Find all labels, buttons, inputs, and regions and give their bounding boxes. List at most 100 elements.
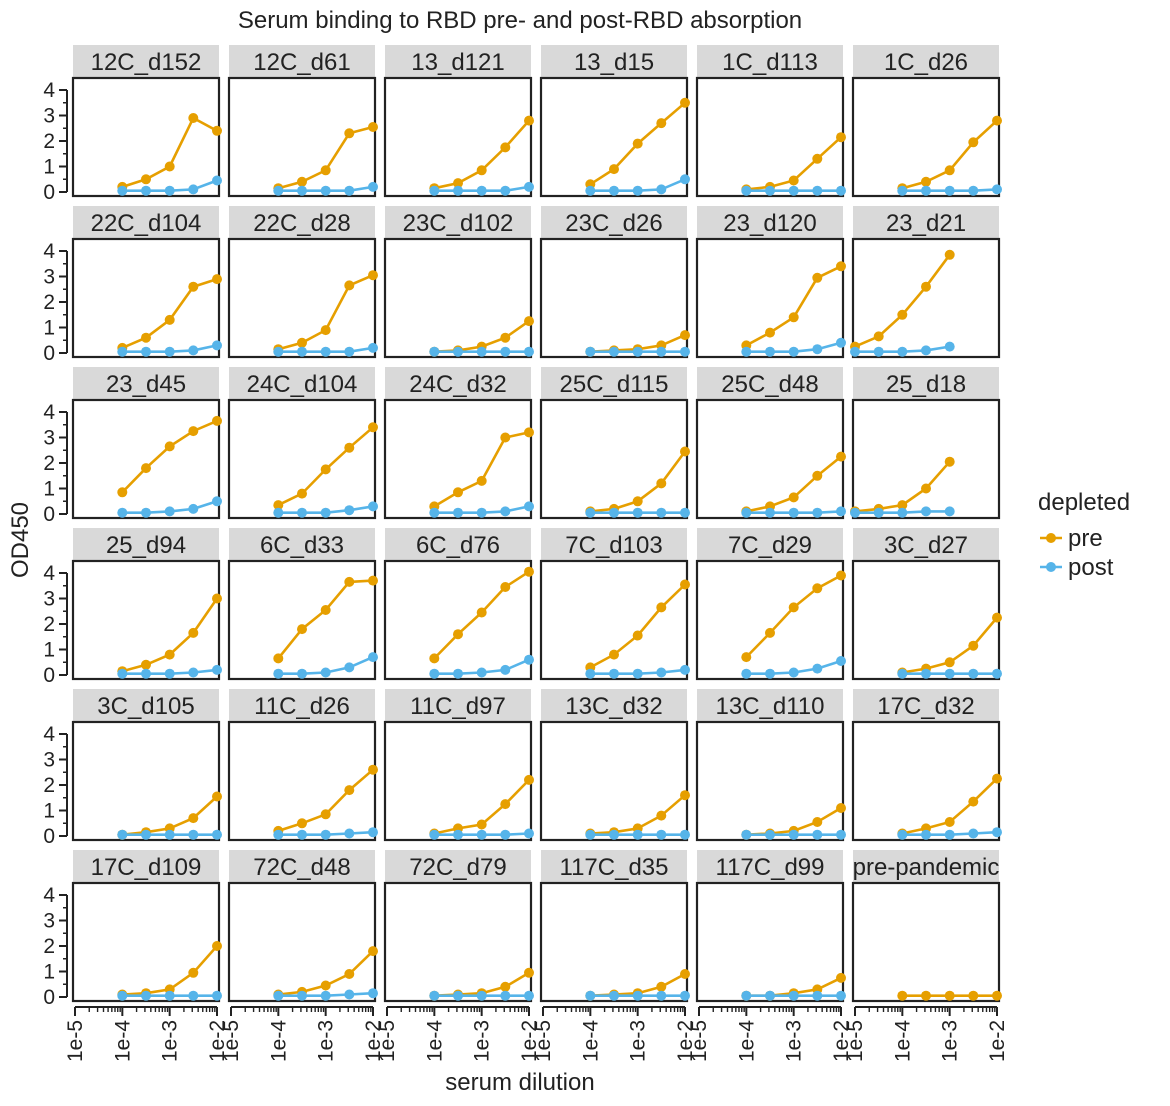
data-point-post (141, 346, 151, 357)
data-point-pre (368, 764, 378, 775)
y-tick-label: 0 (43, 503, 55, 526)
panel-border (71, 881, 221, 1003)
x-tick-label: 1e-5 (844, 1020, 867, 1062)
data-point-post (141, 185, 151, 196)
panel-strip-label: 12C_d61 (253, 49, 350, 76)
data-point-post (476, 185, 487, 196)
data-point-post (921, 829, 931, 840)
data-point-post (273, 507, 284, 518)
data-point-pre (921, 176, 931, 187)
data-point-pre (812, 272, 823, 283)
data-point-post (273, 346, 284, 357)
data-point-post (788, 346, 799, 357)
data-point-post (429, 507, 440, 518)
panel-border (227, 398, 377, 520)
data-point-post (680, 174, 690, 185)
data-point-post (500, 664, 511, 675)
panel-23_d21: 23_d21 (850, 206, 1001, 359)
panel-17C_d109: 17C_d109 01 23 4 1e-5 1e-4 1e-3 1e-2 (43, 850, 229, 1062)
data-point-post (429, 346, 440, 357)
data-point-post (609, 346, 619, 357)
panel-23_d45: 23_d45 01 23 4 (43, 367, 222, 526)
data-point-pre (656, 602, 667, 613)
panel-strip (853, 206, 999, 239)
data-point-post (836, 506, 846, 517)
panel-13_d15: 13_d15 (539, 45, 690, 198)
data-point-post (944, 506, 955, 517)
data-point-pre (212, 941, 222, 951)
data-point-post (609, 829, 619, 840)
panel-border (851, 76, 1001, 198)
y-tick-label: 4 (43, 884, 55, 907)
data-point-pre (297, 818, 307, 829)
data-point-pre (788, 602, 799, 613)
x-tick-label: 1e-3 (159, 1020, 182, 1062)
data-point-pre (632, 630, 643, 641)
panel-6C_d76: 6C_d76 (383, 528, 534, 681)
panel-strip (229, 850, 375, 883)
panel-border (695, 76, 845, 198)
data-point-post (632, 990, 643, 1001)
data-point-post (273, 829, 284, 840)
data-point-pre (368, 575, 378, 586)
data-point-pre (741, 652, 752, 663)
panel-border (383, 881, 533, 1003)
data-point-post (741, 346, 752, 357)
panel-strip-label: 25C_d48 (721, 371, 818, 398)
data-point-post (680, 507, 690, 518)
data-point-pre (141, 659, 151, 670)
panel-border (227, 881, 377, 1003)
data-point-pre (524, 774, 534, 785)
y-tick-label: 2 (43, 130, 55, 153)
panel-strip (73, 528, 219, 561)
data-point-post (164, 829, 175, 840)
data-point-post (453, 346, 463, 357)
data-point-post (476, 507, 487, 518)
data-point-pre (500, 432, 511, 443)
y-tick-label: 3 (43, 105, 55, 128)
data-point-pre (320, 165, 331, 176)
y-tick-label: 0 (43, 986, 55, 1009)
data-point-post (188, 184, 199, 195)
data-point-pre (968, 990, 979, 1001)
x-tick-label: 1e-4 (579, 1020, 602, 1062)
data-point-post (344, 346, 355, 357)
data-point-post (297, 507, 307, 518)
data-point-post (297, 185, 307, 196)
panel-strip-label: 24C_d104 (247, 371, 358, 398)
data-point-post (212, 175, 222, 186)
data-point-post (812, 507, 823, 518)
panel-strip-label: 23_d45 (106, 371, 186, 398)
panel-strip (853, 850, 999, 883)
data-point-post (524, 501, 534, 512)
panel-border (695, 237, 845, 359)
data-point-post (368, 988, 378, 999)
data-point-post (188, 345, 199, 356)
data-point-pre (368, 422, 378, 433)
panel-strip-label: 22C_d104 (91, 210, 202, 237)
data-point-post (320, 507, 331, 518)
legend-title: depleted (1038, 489, 1130, 516)
data-point-post (188, 503, 199, 514)
panel-22C_d28: 22C_d28 (227, 206, 378, 359)
data-point-post (344, 828, 355, 839)
panel-strip-label: 13C_d32 (565, 693, 662, 720)
data-point-pre (344, 128, 355, 139)
panel-strip (73, 689, 219, 722)
data-point-post (453, 507, 463, 518)
data-point-post (297, 668, 307, 679)
data-point-post (164, 506, 175, 517)
data-point-post (921, 345, 931, 356)
data-point-pre (273, 500, 284, 511)
y-tick-label: 2 (43, 935, 55, 958)
data-point-pre (344, 576, 355, 587)
panel-strip (697, 45, 843, 78)
panel-6C_d33: 6C_d33 (227, 528, 378, 681)
data-point-pre (500, 332, 511, 343)
data-point-pre (609, 649, 619, 660)
data-point-pre (812, 470, 823, 481)
data-point-pre (141, 174, 151, 185)
data-point-pre (944, 990, 955, 1001)
x-tick-label: 1e-5 (532, 1020, 555, 1062)
